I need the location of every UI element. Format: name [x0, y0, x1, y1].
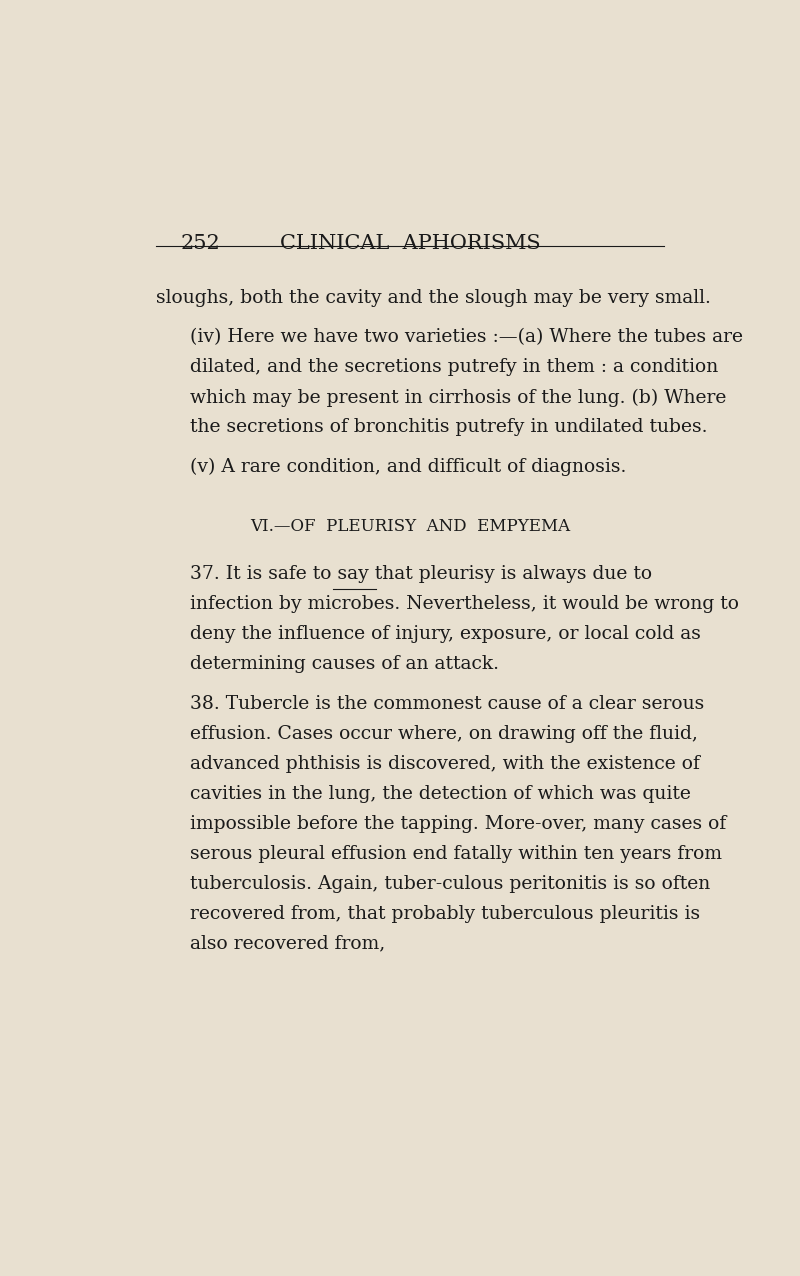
Text: recovered from, that probably tuberculous pleuritis is: recovered from, that probably tuberculou…	[190, 905, 700, 923]
Text: impossible before the tapping. More­over, many cases of: impossible before the tapping. More­over…	[190, 815, 726, 833]
Text: effusion. Cases occur where, on drawing off the fluid,: effusion. Cases occur where, on drawing …	[190, 725, 698, 743]
Text: dilated, and the secretions putrefy in them : a condition: dilated, and the secretions putrefy in t…	[190, 359, 718, 376]
Text: determining causes of an attack.: determining causes of an attack.	[190, 656, 499, 674]
Text: sloughs, both the cavity and the slough may be very small.: sloughs, both the cavity and the slough …	[156, 288, 710, 306]
Text: tuberculosis. Again, tuber­culous peritonitis is so often: tuberculosis. Again, tuber­culous perito…	[190, 875, 710, 893]
Text: 37. It is safe to say that pleurisy is always due to: 37. It is safe to say that pleurisy is a…	[190, 565, 652, 583]
Text: which may be present in cirrhosis of the lung. (b) Where: which may be present in cirrhosis of the…	[190, 388, 726, 407]
Text: also recovered from,: also recovered from,	[190, 935, 385, 953]
Text: the secretions of bronchitis putrefy in undilated tubes.: the secretions of bronchitis putrefy in …	[190, 419, 707, 436]
Text: VI.—OF  PLEURISY  AND  EMPYEMA: VI.—OF PLEURISY AND EMPYEMA	[250, 518, 570, 535]
Text: infection by microbes. Nevertheless, it would be wrong to: infection by microbes. Nevertheless, it …	[190, 596, 739, 614]
Text: advanced phthisis is discovered, with the existence of: advanced phthisis is discovered, with th…	[190, 755, 700, 773]
Text: (iv) Here we have two varieties :—(a) Where the tubes are: (iv) Here we have two varieties :—(a) Wh…	[190, 328, 743, 347]
Text: CLINICAL  APHORISMS: CLINICAL APHORISMS	[280, 234, 540, 253]
Text: (v) A rare condition, and difficult of diagnosis.: (v) A rare condition, and difficult of d…	[190, 458, 626, 476]
Text: 252: 252	[181, 234, 220, 253]
Text: 38. Tubercle is the commonest cause of a clear serous: 38. Tubercle is the commonest cause of a…	[190, 695, 704, 713]
Text: cavities in the lung, the detection of which was quite: cavities in the lung, the detection of w…	[190, 785, 690, 803]
Text: deny the influence of injury, exposure, or local cold as: deny the influence of injury, exposure, …	[190, 625, 701, 643]
Text: serous pleural effusion end fatally within ten years from: serous pleural effusion end fatally with…	[190, 845, 722, 863]
